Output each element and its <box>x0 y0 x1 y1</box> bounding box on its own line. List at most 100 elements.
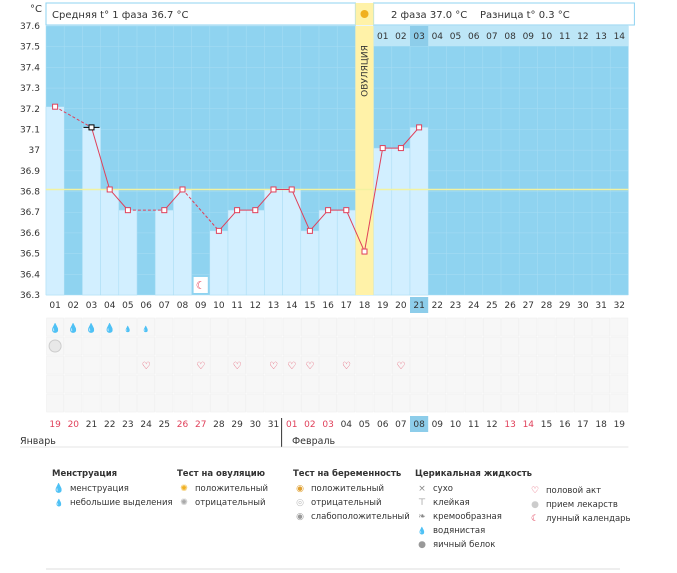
calendar-date-label: 07 <box>395 420 406 430</box>
symptom-cell <box>82 355 101 375</box>
symptom-cell <box>319 317 337 337</box>
phase2-day-label: 05 <box>450 32 461 42</box>
heart-icon: ♡ <box>287 361 296 372</box>
legend-ovtest-positive: ✺ положительный <box>177 482 268 496</box>
phase2-average-label: 2 фаза 37.0 °C <box>391 10 468 21</box>
drop-icon: 💧 <box>53 484 65 494</box>
symptom-cell <box>501 336 519 356</box>
cycle-day-label: 06 <box>140 301 152 311</box>
phase2-day-label: 14 <box>614 32 626 42</box>
temp-bar <box>409 127 429 296</box>
temp-line <box>109 189 129 211</box>
symptom-cell <box>392 317 410 337</box>
symptom-cell <box>264 393 283 413</box>
lunar-cell <box>193 277 208 293</box>
cycle-day-label: 19 <box>377 301 389 311</box>
cycle-day-label: 11 <box>231 301 242 311</box>
ovulation-label: ОВУЛЯЦИЯ <box>361 45 371 97</box>
legend-spotting-item: 💧 небольшие выделения <box>52 496 173 510</box>
legend-cervical: Церикальная жидкость × сухо ⊤ клейкая ❧ кре… <box>415 469 532 552</box>
legend-lunar: ☾ лунный календарь <box>528 512 631 526</box>
temp-bar <box>82 127 101 296</box>
phase2-days-row <box>373 26 629 46</box>
symptom-cell <box>210 355 228 375</box>
symptom-cell <box>574 336 592 356</box>
temp-line-skipped <box>54 106 92 128</box>
symptom-cell <box>319 393 337 413</box>
symptom-cell <box>282 374 301 394</box>
calendar-date-label: 06 <box>377 420 389 430</box>
symptom-cell <box>610 336 629 356</box>
y-tick-label: 37.6 <box>20 22 40 32</box>
symptom-cell <box>155 336 174 356</box>
symptom-cell <box>210 374 228 394</box>
symptom-cell <box>173 317 192 337</box>
phase2-day-label: 01 <box>377 32 388 42</box>
phase2-day-label: 10 <box>541 32 553 42</box>
temp-point <box>397 145 404 152</box>
symptom-cell <box>392 374 410 394</box>
calendar-date-label: 19 <box>49 420 61 430</box>
symptom-cell <box>337 374 356 394</box>
phase2-day-label: 04 <box>432 32 444 42</box>
cycle-day-label: 32 <box>614 301 625 311</box>
cycle-day-label: 15 <box>304 301 315 311</box>
symptom-cell <box>137 355 155 375</box>
symptom-cell <box>483 336 501 356</box>
cycle-day-label: 14 <box>286 301 298 311</box>
phase2-day-label: 09 <box>523 32 535 42</box>
cycle-day-label: 22 <box>432 301 443 311</box>
phase2-day-label: 13 <box>595 32 606 42</box>
symptom-cell <box>337 336 356 356</box>
cycle-day-label: 12 <box>250 301 261 311</box>
symptom-cell <box>137 393 155 413</box>
temp-line <box>163 189 183 211</box>
moon-icon: ☾ <box>530 514 540 524</box>
temp-bar <box>391 147 411 296</box>
symptom-cell <box>592 374 610 394</box>
symptom-cell <box>428 355 447 375</box>
symptom-cell <box>119 355 137 375</box>
temp-line <box>400 127 420 149</box>
calendar-date-label: 30 <box>250 420 262 430</box>
symptom-cell <box>519 393 538 413</box>
legend-pregtest-weak: ◉ слабоположительный <box>293 510 410 524</box>
symptom-cell <box>228 336 246 356</box>
symptom-cell <box>210 393 228 413</box>
symptom-cell <box>373 393 392 413</box>
cross-icon: × <box>418 484 426 494</box>
temp-point <box>343 207 350 214</box>
symptom-cell <box>319 374 337 394</box>
symptom-cell <box>355 393 374 413</box>
symptom-cell <box>519 355 538 375</box>
symptom-cell <box>464 393 483 413</box>
symptom-cell <box>246 317 265 337</box>
legend-pregtest-positive: ◉ положительный <box>293 482 410 496</box>
temp-point <box>88 124 95 131</box>
y-tick-label: 36.6 <box>20 229 40 239</box>
symptom-cell <box>282 317 301 337</box>
symptom-cell <box>137 336 155 356</box>
symptom-cell <box>519 317 538 337</box>
calendar-date-label: 12 <box>486 420 497 430</box>
temp-point <box>106 186 113 193</box>
y-tick-label: 36.3 <box>20 291 40 301</box>
symptom-cell <box>537 355 556 375</box>
symptom-cell <box>282 355 301 375</box>
small-drop-icon: 💧 <box>54 499 64 507</box>
temp-bar <box>173 189 192 296</box>
symptom-cell <box>301 317 319 337</box>
symptom-cell <box>501 355 519 375</box>
symptom-cell <box>592 336 610 356</box>
temp-bar <box>373 147 393 296</box>
symptom-cell <box>537 317 556 337</box>
symptom-cell <box>410 317 428 337</box>
temp-bar <box>318 209 338 296</box>
symptom-cell <box>100 317 119 337</box>
temp-point <box>325 207 332 214</box>
symptom-cell <box>64 317 83 337</box>
calendar-date-label: 22 <box>104 420 115 430</box>
symptom-cell <box>592 393 610 413</box>
heart-icon: ♡ <box>305 361 314 372</box>
symptom-cell <box>592 317 610 337</box>
